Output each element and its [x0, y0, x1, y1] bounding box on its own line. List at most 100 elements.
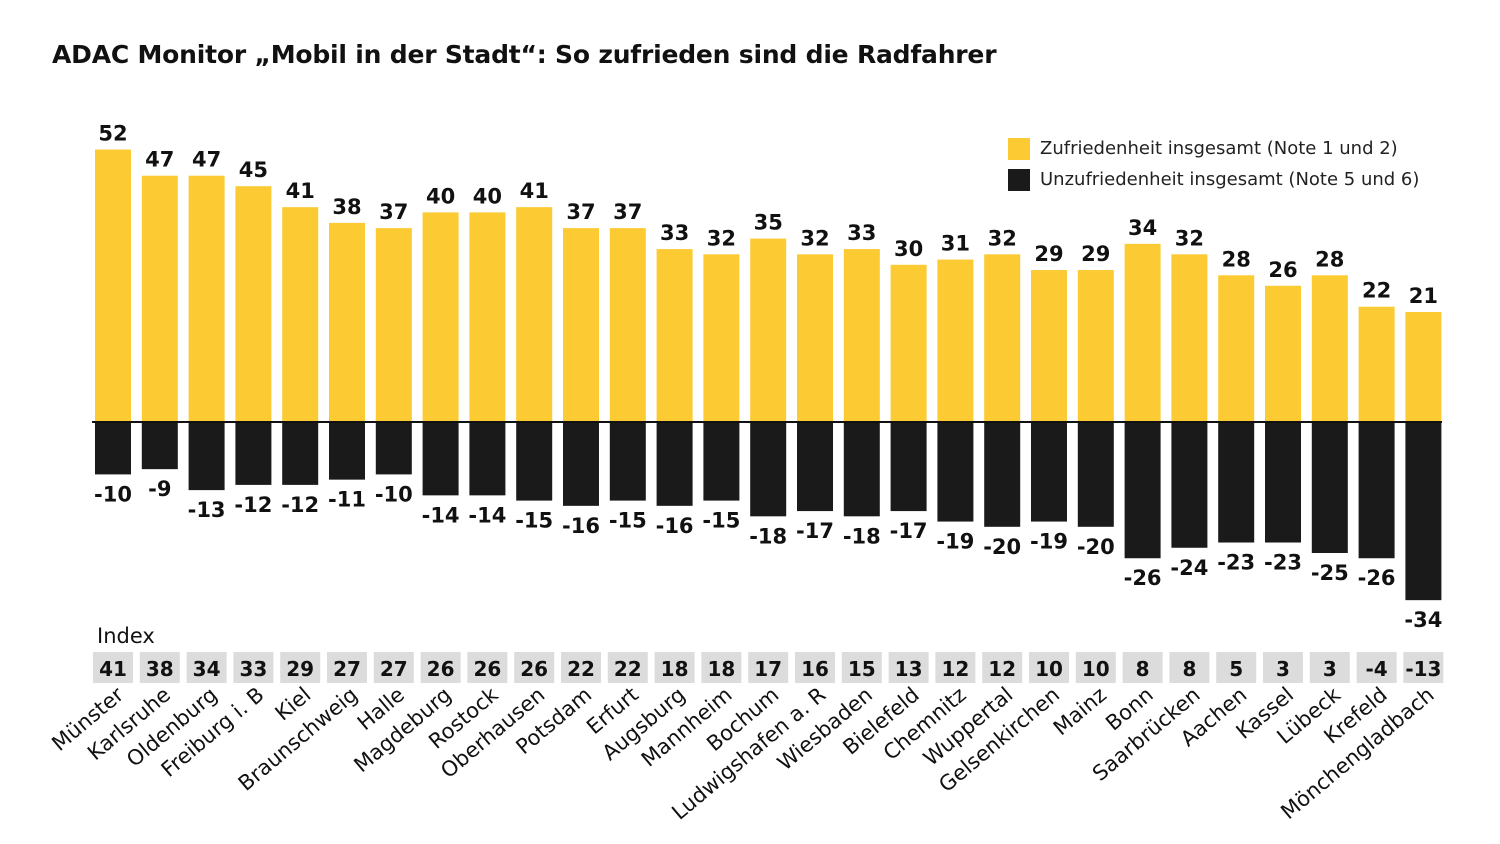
index-value-kiel: 29 — [286, 657, 314, 681]
index-value-mainz: 10 — [1082, 657, 1110, 681]
bar-dissatisfaction-wuppertal — [984, 422, 1021, 527]
value-label-satisfaction-munster: 52 — [98, 122, 127, 146]
value-label-dissatisfaction-kiel: -12 — [281, 493, 319, 517]
bar-satisfaction-oberhausen — [516, 207, 553, 422]
chart-title: ADAC Monitor „Mobil in der Stadt“: So zu… — [52, 40, 997, 69]
value-label-dissatisfaction-rostock: -14 — [468, 503, 506, 527]
index-value-aachen: 5 — [1229, 657, 1243, 681]
bar-satisfaction-kassel — [1265, 285, 1301, 422]
value-label-satisfaction-gelsenkirchen: 29 — [1034, 242, 1063, 266]
bar-satisfaction-augsburg — [656, 249, 693, 422]
bar-dissatisfaction-oberhausen — [516, 422, 553, 501]
index-value-monchengladbach: -13 — [1405, 657, 1441, 681]
value-label-dissatisfaction-wiesbaden: -18 — [843, 524, 881, 548]
legend-swatch-satisfaction — [1008, 137, 1030, 160]
index-box-gelsenkirchen — [1029, 652, 1069, 683]
value-label-dissatisfaction-monchengladbach: -34 — [1404, 608, 1442, 632]
bar-satisfaction-mainz — [1077, 270, 1114, 422]
value-label-satisfaction-karlsruhe: 47 — [145, 148, 174, 172]
value-label-satisfaction-ludwigshafen-a-r: 32 — [800, 226, 829, 250]
bar-dissatisfaction-munster — [95, 422, 131, 475]
value-label-dissatisfaction-mannheim: -15 — [702, 509, 740, 533]
index-value-wiesbaden: 15 — [848, 657, 876, 681]
chart-legend: Zufriedenheit insgesamt (Note 1 und 2) U… — [1008, 133, 1419, 195]
bar-dissatisfaction-magdeburg — [422, 422, 459, 496]
value-label-dissatisfaction-erfurt: -15 — [609, 509, 647, 533]
index-box-bochum — [748, 652, 789, 683]
index-box-oberhausen — [514, 652, 555, 683]
bar-satisfaction-munster — [95, 149, 131, 422]
bar-satisfaction-erfurt — [609, 228, 646, 422]
index-box-wuppertal — [982, 652, 1023, 683]
bar-satisfaction-halle — [375, 228, 412, 422]
index-value-freiburg-i-b: 33 — [239, 657, 267, 681]
index-value-bonn: 8 — [1136, 657, 1150, 681]
index-value-halle: 27 — [380, 657, 408, 681]
bar-dissatisfaction-bonn — [1124, 422, 1161, 559]
value-label-satisfaction-bielefeld: 30 — [894, 237, 923, 261]
bar-satisfaction-freiburg-i-b — [235, 186, 272, 422]
index-value-bielefeld: 13 — [895, 657, 923, 681]
index-value-munster: 41 — [99, 657, 127, 681]
value-label-dissatisfaction-oldenburg: -13 — [188, 498, 226, 522]
value-label-satisfaction-wuppertal: 32 — [988, 226, 1017, 250]
index-box-kassel — [1263, 652, 1303, 683]
bar-dissatisfaction-mainz — [1077, 422, 1114, 527]
value-label-satisfaction-erfurt: 37 — [613, 200, 642, 224]
category-label-mainz: Mainz — [1049, 682, 1111, 740]
bar-satisfaction-monchengladbach — [1405, 311, 1442, 422]
legend-label-dissatisfaction: Unzufriedenheit insgesamt (Note 5 und 6) — [1040, 169, 1420, 190]
index-box-augsburg — [654, 652, 695, 683]
value-label-satisfaction-oldenburg: 47 — [192, 148, 221, 172]
index-value-ludwigshafen-a-r: 16 — [801, 657, 829, 681]
bar-dissatisfaction-kassel — [1265, 422, 1301, 543]
bar-dissatisfaction-braunschweig — [329, 422, 365, 480]
index-value-gelsenkirchen: 10 — [1035, 657, 1063, 681]
index-value-erfurt: 22 — [614, 657, 642, 681]
index-box-potsdam — [561, 652, 601, 683]
legend-label-satisfaction: Zufriedenheit insgesamt (Note 1 und 2) — [1040, 138, 1398, 159]
index-row-label: Index — [97, 624, 155, 648]
bar-dissatisfaction-halle — [375, 422, 412, 475]
index-value-mannheim: 18 — [707, 657, 735, 681]
index-box-mannheim — [701, 652, 742, 683]
bar-dissatisfaction-wiesbaden — [843, 422, 880, 517]
bar-satisfaction-kiel — [282, 207, 319, 422]
index-box-ludwigshafen-a-r — [795, 652, 835, 683]
value-label-satisfaction-monchengladbach: 21 — [1409, 284, 1438, 308]
index-value-rostock: 26 — [473, 657, 501, 681]
bar-dissatisfaction-potsdam — [563, 422, 599, 506]
index-box-freiburg-i-b — [233, 652, 274, 683]
value-label-dissatisfaction-ludwigshafen-a-r: -17 — [796, 519, 834, 543]
value-label-dissatisfaction-braunschweig: -11 — [328, 488, 366, 512]
value-label-dissatisfaction-augsburg: -16 — [656, 514, 694, 538]
index-value-oberhausen: 26 — [520, 657, 548, 681]
value-label-dissatisfaction-gelsenkirchen: -19 — [1030, 530, 1068, 554]
bar-satisfaction-potsdam — [563, 228, 599, 422]
value-label-satisfaction-braunschweig: 38 — [332, 195, 361, 219]
value-label-dissatisfaction-halle: -10 — [375, 482, 413, 506]
bar-dissatisfaction-lubeck — [1311, 422, 1348, 553]
bar-dissatisfaction-mannheim — [703, 422, 740, 501]
bar-satisfaction-oldenburg — [188, 175, 225, 422]
bar-dissatisfaction-bochum — [750, 422, 787, 517]
bar-satisfaction-krefeld — [1358, 306, 1395, 422]
value-label-satisfaction-bonn: 34 — [1128, 216, 1157, 240]
bar-satisfaction-braunschweig — [329, 222, 365, 422]
index-value-saarbrucken: 8 — [1182, 657, 1196, 681]
value-label-dissatisfaction-magdeburg: -14 — [422, 503, 460, 527]
index-box-aachen — [1216, 652, 1257, 683]
index-box-monchengladbach — [1403, 652, 1444, 683]
value-label-satisfaction-aachen: 28 — [1222, 247, 1251, 271]
index-box-munster — [93, 652, 133, 683]
index-value-wuppertal: 12 — [988, 657, 1016, 681]
value-label-satisfaction-saarbrucken: 32 — [1175, 226, 1204, 250]
value-label-satisfaction-mainz: 29 — [1081, 242, 1110, 266]
index-value-potsdam: 22 — [567, 657, 595, 681]
value-label-satisfaction-kiel: 41 — [286, 179, 315, 203]
index-box-oldenburg — [186, 652, 227, 683]
bar-satisfaction-bochum — [750, 238, 787, 422]
bar-satisfaction-bielefeld — [890, 264, 927, 422]
index-value-kassel: 3 — [1276, 657, 1290, 681]
